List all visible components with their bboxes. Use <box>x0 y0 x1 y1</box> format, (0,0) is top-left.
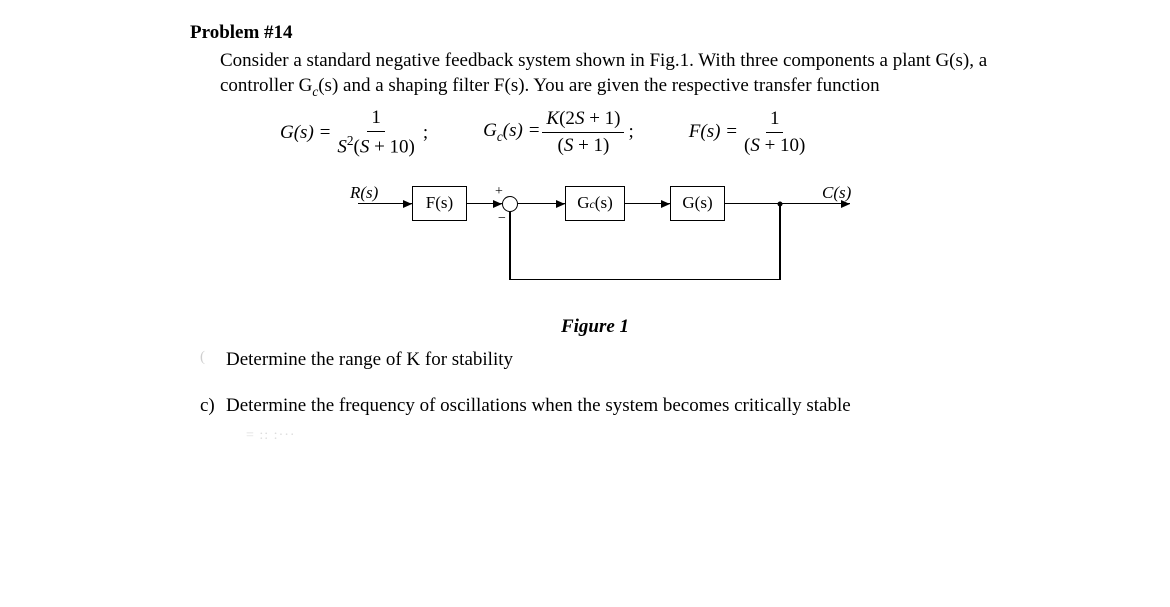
block-Gc: Gc(s) <box>565 186 625 221</box>
eq-F-den: (S + 10) <box>740 133 809 159</box>
problem-page: Problem #14 Consider a standard negative… <box>0 0 1170 465</box>
eq-G-den: S2(S + 10) <box>333 132 419 160</box>
eq-Gc-lhs: Gc(s) = <box>483 118 540 146</box>
task-c-marker: c) <box>200 393 226 419</box>
ghost-line-top <box>246 375 1000 389</box>
eq-Gc-num: K(2S + 1) <box>542 106 624 133</box>
signal-R-label: R(s) <box>350 182 378 205</box>
eq-F: F(s) = 1 (S + 10) <box>689 106 812 158</box>
task-a-marker: ( <box>200 347 226 373</box>
eq-G: G(s) = 1 S2(S + 10) ; <box>280 105 428 160</box>
ghost-line-bottom: = :: :··· <box>246 427 1000 446</box>
sum-plus: + <box>495 183 503 202</box>
signal-C-label: C(s) <box>822 182 851 205</box>
block-G: G(s) <box>670 186 725 221</box>
task-c-row: c) Determine the frequency of oscillatio… <box>200 393 1000 419</box>
problem-statement: Consider a standard negative feedback sy… <box>220 48 1000 101</box>
task-c-text: Determine the frequency of oscillations … <box>226 393 1000 419</box>
block-diagram: R(s) F(s) + − Gc(s) G(s) C(s) <box>330 180 860 310</box>
block-F: F(s) <box>412 186 467 221</box>
eq-Gc-den: (S + 1) <box>554 133 614 159</box>
figure-caption: Figure 1 <box>190 314 1000 340</box>
problem-title: Problem #14 <box>190 20 1000 46</box>
transfer-functions-row: G(s) = 1 S2(S + 10) ; Gc(s) = K(2S + 1) … <box>280 105 1000 160</box>
task-a-row: ( Determine the range of K for stability <box>200 347 1000 373</box>
task-a-text: Determine the range of K for stability <box>226 347 1000 373</box>
sum-minus: − <box>498 210 506 229</box>
eq-Gc: Gc(s) = K(2S + 1) (S + 1) ; <box>483 106 634 158</box>
block-diagram-wrap: R(s) F(s) + − Gc(s) G(s) C(s) Figure 1 <box>190 180 1000 340</box>
